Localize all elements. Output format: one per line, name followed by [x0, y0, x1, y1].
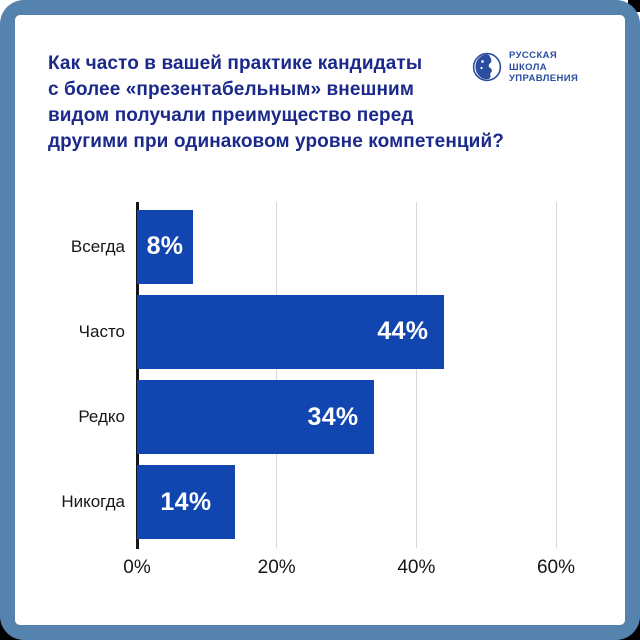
bar: 44%	[137, 294, 445, 369]
bar-value-label: 8%	[146, 232, 184, 260]
bar: 14%	[137, 465, 235, 540]
logo-text: РУССКАЯ ШКОЛА УПРАВЛЕНИЯ	[509, 50, 579, 84]
category-label: Часто	[78, 321, 125, 341]
card: Как часто в вашей практике кандидаты с б…	[15, 15, 625, 625]
logo-globe-icon	[472, 53, 502, 82]
bar: 34%	[137, 380, 375, 454]
x-tick-label: 60%	[536, 557, 576, 578]
category-label: Всегда	[70, 236, 125, 256]
bar: 8%	[137, 209, 193, 284]
x-tick-label: 20%	[257, 557, 296, 578]
gridline	[276, 202, 278, 548]
category-label: Редко	[78, 407, 125, 427]
x-tick-label: 40%	[397, 557, 436, 578]
gridline	[415, 202, 417, 548]
gridline	[555, 202, 557, 548]
bar-value-label: 34%	[307, 402, 359, 431]
x-tick-label: 0%	[123, 557, 151, 578]
bar-value-label: 14%	[160, 487, 212, 516]
y-axis-line	[136, 202, 139, 549]
category-label: Никогда	[61, 492, 125, 512]
page-title: Как часто в вашей практике кандидаты с б…	[48, 53, 504, 152]
bar-value-label: 44%	[377, 317, 429, 346]
logo: РУССКАЯ ШКОЛА УПРАВЛЕНИЯ	[472, 50, 578, 85]
category-labels: Всегда Часто Редко Никогда	[15, 204, 125, 545]
bar-chart: 0% 20% 40% 60% 8% 44% 34% 14%	[123, 202, 575, 578]
